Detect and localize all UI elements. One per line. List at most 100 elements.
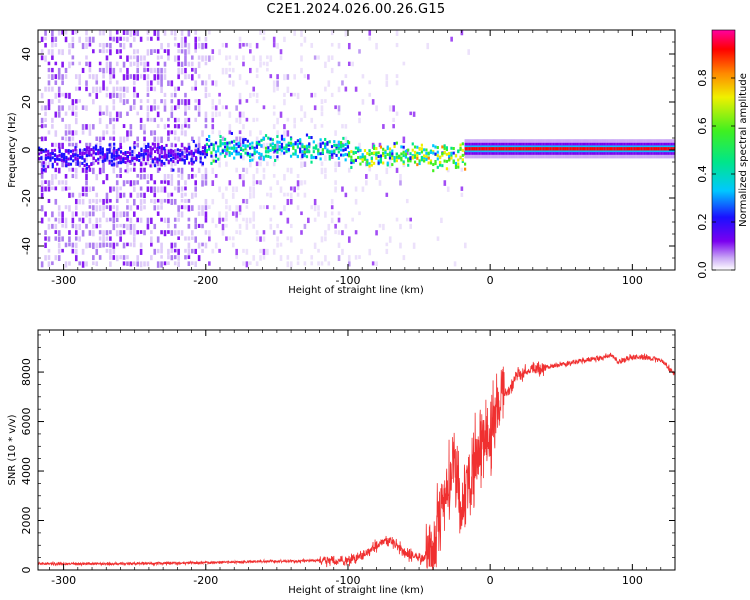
spectrogram-cell	[109, 186, 112, 193]
spectrogram-cell	[354, 86, 358, 92]
spectrogram-cell	[385, 74, 389, 80]
spectrogram-cell	[201, 152, 204, 156]
spectrogram-cell	[280, 137, 284, 141]
spectrogram-cell	[218, 217, 221, 224]
spectrogram-cell	[219, 139, 222, 143]
spectrogram-cell	[122, 211, 126, 218]
spectrogram-cell	[572, 147, 575, 151]
spectrogram-cell	[126, 217, 129, 222]
spectrogram-cell	[267, 146, 270, 150]
spectrogram-cell	[354, 151, 357, 155]
spectrogram-cell	[153, 180, 157, 185]
spectrogram-cell	[102, 205, 105, 211]
spectrogram-cell	[347, 167, 351, 173]
spectrogram-cell	[184, 186, 187, 191]
spectrogram-cell	[341, 80, 344, 86]
spectrogram-cell	[150, 80, 153, 86]
spectrogram-cell	[307, 217, 310, 224]
spectrogram-cell	[289, 192, 293, 199]
spectrogram-cell	[409, 223, 412, 229]
spectrogram-cell	[262, 30, 266, 35]
spectrogram-cell	[109, 255, 112, 260]
spectrogram-cell	[136, 255, 139, 261]
spectrogram-cell	[153, 186, 157, 193]
spectrogram-cell	[214, 223, 218, 228]
spectrogram-cell	[74, 161, 78, 166]
spectrogram-cell	[197, 211, 201, 216]
spectrogram-cell	[244, 151, 247, 155]
spectrogram-cell	[74, 211, 78, 217]
spectrogram-cell	[359, 155, 362, 159]
spectrogram-cell	[44, 230, 47, 235]
spectrogram-cell	[44, 111, 47, 117]
spectrogram-cell	[208, 74, 211, 80]
spectrogram-cell	[194, 30, 198, 35]
spectrogram-cell	[255, 230, 259, 236]
spectrogram-cell	[172, 156, 175, 160]
spectrogram-cell	[211, 80, 215, 86]
spectrogram-cell	[177, 105, 180, 110]
spectrogram-cell	[153, 223, 157, 230]
spectrogram-cell	[255, 161, 259, 167]
spectrogram-cell	[252, 186, 256, 193]
spectrogram-cell	[649, 147, 652, 151]
spectrogram-cell	[71, 55, 75, 60]
spectrogram-cell	[340, 148, 343, 152]
spectrogram-cell	[370, 159, 373, 163]
spectrogram-cell	[113, 157, 116, 161]
spectrogram-cell	[223, 145, 227, 149]
spectrogram-cell	[434, 152, 437, 156]
spectrogram-cell	[283, 130, 286, 137]
spectrogram-cell	[146, 36, 150, 41]
spectrogram-cell	[180, 186, 184, 192]
spectrogram-cell	[371, 261, 375, 266]
spectrogram-cell	[219, 141, 222, 145]
spectrogram-cell	[146, 261, 150, 267]
spectrogram-cell	[54, 186, 58, 191]
spectrogram-cell	[98, 136, 102, 143]
spectrogram-cell	[238, 74, 242, 81]
spectrogram-cell	[395, 155, 398, 159]
spectrogram-cell	[156, 74, 160, 80]
spectrogram-cell	[445, 152, 448, 156]
spectrogram-cell	[167, 217, 170, 224]
spectrogram-cell	[416, 156, 419, 160]
spectrogram-cell	[57, 242, 61, 249]
spectrogram-cell	[174, 154, 177, 158]
spectrogram-cell	[287, 141, 290, 145]
spectrogram-cell	[184, 124, 187, 128]
spectrogram-cell	[231, 186, 235, 192]
spectrogram-cell	[177, 124, 180, 129]
spectrogram-cell	[132, 74, 136, 80]
spectrogram-cell	[411, 154, 414, 158]
spectrogram-cell	[441, 145, 444, 149]
spectrogram-cell	[81, 167, 85, 173]
spectrogram-cell	[347, 261, 351, 267]
spectrogram-cell	[310, 154, 313, 158]
spectrogram-cell	[190, 86, 194, 91]
spectrogram-cell	[211, 111, 215, 117]
spectrogram-cell	[68, 105, 71, 111]
spectrogram-cell	[74, 167, 78, 174]
spectrogram-cell	[249, 42, 252, 48]
spectrogram-cell	[471, 147, 474, 151]
spectrogram-cell	[214, 80, 218, 87]
spectrogram-cell	[197, 255, 201, 262]
spectrogram-cell	[484, 147, 487, 151]
spectrogram-cell	[105, 111, 109, 116]
spectrogram-cell	[44, 156, 48, 160]
spectrogram-cell	[180, 167, 184, 174]
spectrogram-cell	[347, 42, 351, 50]
spectrogram-cell	[143, 136, 146, 142]
spectrogram-cell	[656, 147, 659, 151]
spectrogram-cell	[313, 217, 317, 222]
spectrogram-cell	[142, 155, 145, 159]
spectrogram-cell	[180, 230, 184, 236]
spectrogram-cell	[562, 147, 565, 151]
spectrogram-cell	[217, 149, 220, 153]
spectrogram-cell	[40, 161, 44, 167]
spectrogram-cell	[625, 147, 627, 151]
spectrogram-cell	[276, 74, 279, 80]
spectrogram-cell	[88, 124, 92, 131]
spectrogram-cell	[418, 162, 421, 166]
